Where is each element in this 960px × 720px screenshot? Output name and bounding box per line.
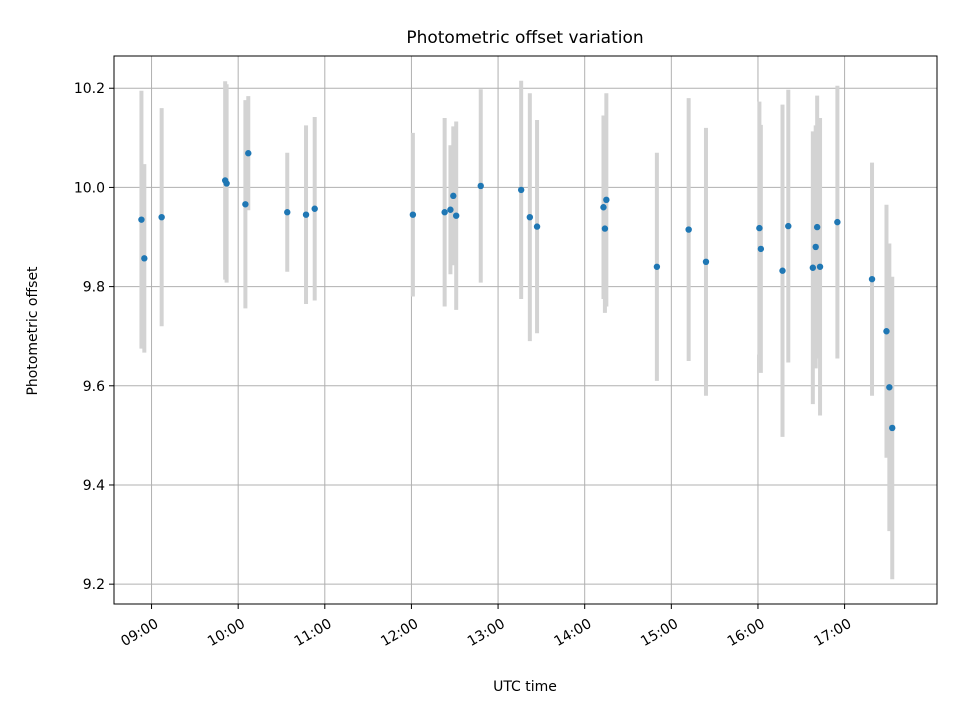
data-point — [284, 209, 291, 216]
data-point — [785, 222, 792, 230]
data-point — [886, 384, 893, 391]
data-point — [447, 206, 454, 213]
data-point — [779, 267, 786, 274]
data-point — [441, 209, 448, 216]
data-point — [242, 201, 249, 208]
data-point — [834, 218, 841, 226]
data-point — [653, 263, 661, 270]
data-point — [452, 212, 460, 219]
data-points — [138, 150, 896, 432]
plot-frame — [113, 55, 938, 605]
data-point — [685, 226, 692, 233]
data-point — [477, 182, 484, 190]
data-point — [702, 258, 710, 266]
data-point — [526, 213, 534, 221]
data-point — [138, 216, 145, 223]
data-point — [601, 225, 609, 232]
y-tick-label: 9.2 — [83, 577, 105, 593]
data-point — [868, 275, 876, 283]
data-point — [517, 186, 525, 194]
data-point — [883, 328, 890, 335]
data-point — [600, 204, 607, 211]
data-point — [603, 196, 610, 204]
y-tick-label: 10.0 — [74, 180, 105, 196]
data-point — [757, 245, 765, 253]
chart-title: Photometric offset variation — [406, 28, 643, 48]
data-point — [756, 224, 763, 232]
data-point — [223, 180, 230, 187]
data-point — [813, 223, 821, 231]
data-point — [816, 263, 824, 270]
data-point — [302, 211, 310, 218]
data-point — [812, 243, 819, 251]
data-point — [245, 150, 252, 157]
data-point — [533, 223, 541, 230]
data-point — [450, 192, 457, 200]
data-point — [889, 424, 896, 432]
y-tick-label: 9.4 — [83, 478, 105, 494]
data-point — [409, 211, 417, 218]
data-point — [141, 255, 148, 262]
data-point — [158, 213, 165, 221]
y-axis-label: Photometric offset — [25, 266, 41, 396]
y-tick-label: 10.2 — [74, 81, 105, 97]
x-axis-label: UTC time — [493, 679, 557, 695]
data-point — [809, 264, 817, 271]
data-point — [311, 205, 318, 212]
y-tick-label: 9.6 — [83, 379, 105, 395]
y-tick-label: 9.8 — [83, 280, 105, 296]
